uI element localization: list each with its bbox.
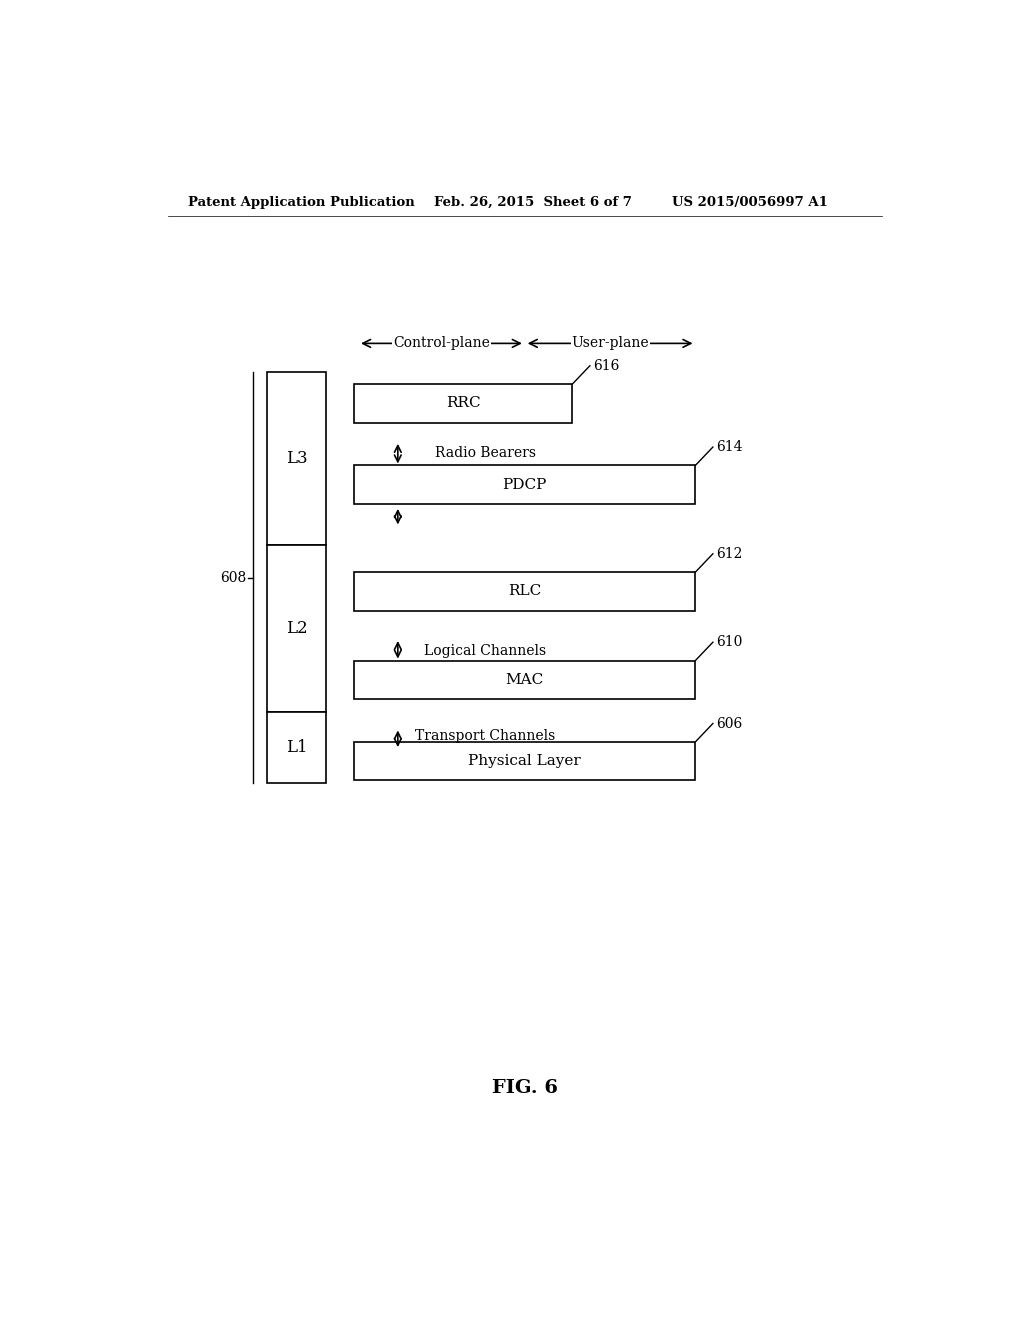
Bar xyxy=(354,660,695,700)
Bar xyxy=(354,384,572,422)
Text: L2: L2 xyxy=(286,620,307,638)
Bar xyxy=(354,742,695,780)
Text: 612: 612 xyxy=(716,546,742,561)
Text: Radio Bearers: Radio Bearers xyxy=(434,446,536,461)
Text: Logical Channels: Logical Channels xyxy=(424,644,546,659)
Text: MAC: MAC xyxy=(506,673,544,686)
Text: 616: 616 xyxy=(593,359,620,372)
Text: 606: 606 xyxy=(716,717,742,730)
Text: L1: L1 xyxy=(286,739,307,756)
Bar xyxy=(267,713,327,784)
Text: L3: L3 xyxy=(286,450,307,467)
Text: FIG. 6: FIG. 6 xyxy=(492,1080,558,1097)
Bar xyxy=(267,372,327,545)
Text: 608: 608 xyxy=(220,570,246,585)
Text: RRC: RRC xyxy=(446,396,480,411)
Text: User-plane: User-plane xyxy=(571,337,649,350)
Text: 610: 610 xyxy=(716,635,742,649)
Text: Transport Channels: Transport Channels xyxy=(415,729,555,743)
Text: US 2015/0056997 A1: US 2015/0056997 A1 xyxy=(672,195,827,209)
Text: Physical Layer: Physical Layer xyxy=(468,754,582,768)
Text: Feb. 26, 2015  Sheet 6 of 7: Feb. 26, 2015 Sheet 6 of 7 xyxy=(433,195,632,209)
Text: 614: 614 xyxy=(716,440,742,454)
Bar xyxy=(354,572,695,611)
Text: PDCP: PDCP xyxy=(503,478,547,491)
Text: Patent Application Publication: Patent Application Publication xyxy=(187,195,415,209)
Bar xyxy=(267,545,327,713)
Bar xyxy=(354,466,695,504)
Text: Control-plane: Control-plane xyxy=(393,337,489,350)
Text: RLC: RLC xyxy=(508,585,542,598)
